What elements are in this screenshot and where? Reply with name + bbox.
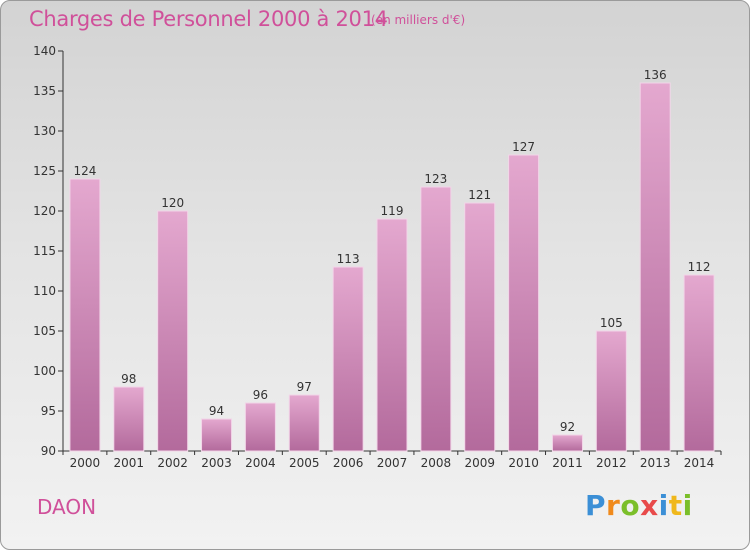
data-labels: 124 98 120 94 96 97 113 119 123 121 127 92 105 136 112	[73, 68, 710, 434]
x-tick-label: 2003	[201, 456, 232, 470]
data-label: 112	[688, 260, 711, 274]
proxiti-logo[interactable]: Proxiti	[585, 489, 693, 522]
y-tick-label: 95	[41, 404, 56, 418]
chart-subtitle: (en milliers d'€)	[371, 13, 466, 27]
data-label: 113	[337, 252, 360, 266]
data-label: 92	[560, 420, 575, 434]
y-tick-label: 120	[33, 204, 56, 218]
bar-2008	[420, 186, 452, 452]
x-tick-label: 2001	[114, 456, 145, 470]
bar-2000	[69, 178, 101, 452]
bar-2007	[376, 218, 408, 452]
x-tick-label: 2009	[464, 456, 495, 470]
bar-2013	[639, 82, 671, 452]
bar-2011	[551, 434, 583, 452]
data-label: 98	[121, 372, 136, 386]
x-tick-label: 2008	[421, 456, 452, 470]
bar-2009	[464, 202, 496, 452]
bar-2001	[113, 386, 145, 452]
y-tick-label: 110	[33, 284, 56, 298]
y-tick-label: 125	[33, 164, 56, 178]
data-label: 124	[73, 164, 96, 178]
data-label: 136	[644, 68, 667, 82]
bar-2014	[683, 274, 715, 452]
y-tick-label: 100	[33, 364, 56, 378]
y-tick-label: 105	[33, 324, 56, 338]
data-label: 96	[253, 388, 268, 402]
x-tick-label: 2000	[70, 456, 101, 470]
data-label: 120	[161, 196, 184, 210]
x-tick-label: 2012	[596, 456, 627, 470]
data-label: 123	[424, 172, 447, 186]
x-tick-label: 2002	[157, 456, 188, 470]
x-tick-label: 2014	[684, 456, 715, 470]
bar-2005	[288, 394, 320, 452]
data-label: 94	[209, 404, 224, 418]
chart-title: Charges de Personnel 2000 à 2014	[29, 7, 388, 31]
bars	[69, 82, 715, 452]
bar-2003	[201, 418, 233, 452]
y-tick-label: 130	[33, 124, 56, 138]
x-tick-label: 2006	[333, 456, 364, 470]
y-tick-label: 90	[41, 444, 56, 458]
data-label: 119	[381, 204, 404, 218]
bar-2012	[595, 330, 627, 452]
data-label: 97	[297, 380, 312, 394]
data-label: 127	[512, 140, 535, 154]
axes: 90 95 100 105 110 115 120 125 130 135 140 2000 2001 2…	[33, 44, 722, 470]
y-tick-label: 115	[33, 244, 56, 258]
y-tick-label: 140	[33, 44, 56, 58]
data-label: 121	[468, 188, 491, 202]
y-tick-label: 135	[33, 84, 56, 98]
commune-name: DAON	[37, 495, 97, 519]
data-label: 105	[600, 316, 623, 330]
bar-2010	[508, 154, 540, 452]
x-tick-label: 2013	[640, 456, 671, 470]
x-tick-label: 2007	[377, 456, 408, 470]
bar-2004	[244, 402, 276, 452]
bar-2002	[157, 210, 189, 452]
x-tick-label: 2004	[245, 456, 276, 470]
x-tick-label: 2005	[289, 456, 320, 470]
bar-2006	[332, 266, 364, 452]
x-tick-label: 2010	[508, 456, 539, 470]
x-tick-label: 2011	[552, 456, 583, 470]
